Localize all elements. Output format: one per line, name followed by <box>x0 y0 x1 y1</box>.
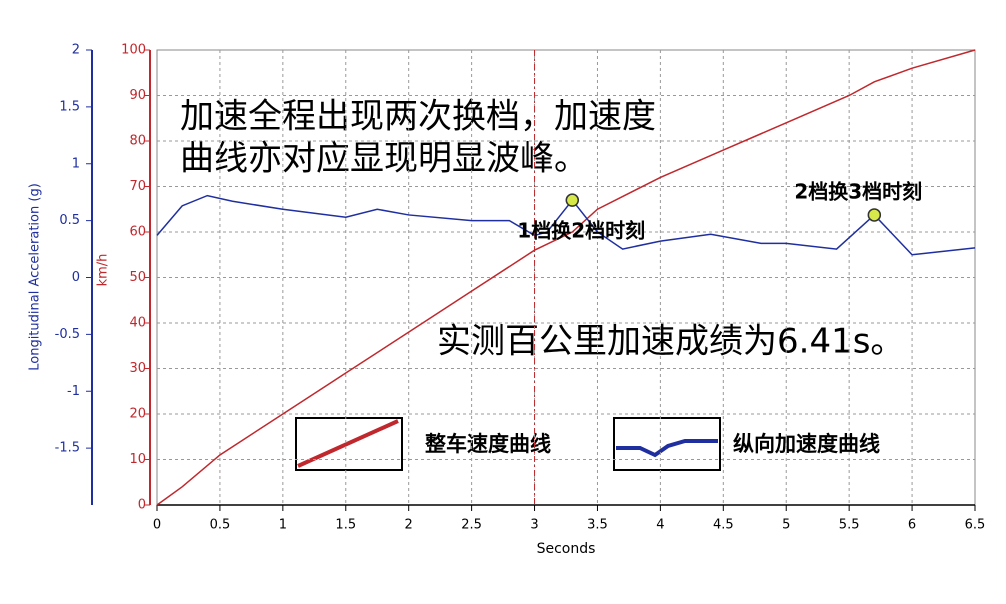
y2-tick-label: 100 <box>121 43 146 58</box>
legend-label: 整车速度曲线 <box>425 432 551 456</box>
x-tick-label: 3 <box>530 518 538 533</box>
y2-tick-label: 70 <box>129 179 146 194</box>
shift-marker <box>565 193 580 207</box>
x-tick-label: 6 <box>908 518 916 533</box>
y2-tick-label: 40 <box>129 316 146 331</box>
x-tick-label: 2 <box>405 518 413 533</box>
y-tick-label: -0.5 <box>55 327 80 342</box>
y2-tick-label: 90 <box>129 88 146 103</box>
legend-swatch <box>297 419 399 468</box>
y2-tick-label: 50 <box>129 270 146 285</box>
x-tick-label: 6.5 <box>965 518 986 533</box>
y-tick-label: 0.5 <box>59 213 80 228</box>
y2-tick-label: 0 <box>138 498 146 513</box>
x-tick-label: 4.5 <box>713 518 734 533</box>
x-tick-label: 0.5 <box>210 518 231 533</box>
y2-tick-label: 30 <box>129 361 146 376</box>
y-tick-label: 2 <box>72 43 80 58</box>
marker-label: 2档换3档时刻 <box>794 179 922 203</box>
y2-tick-label: 20 <box>129 407 146 422</box>
x-axis-label: Seconds <box>537 541 596 557</box>
series-line <box>156 194 976 256</box>
note-line: 加速全程出现两次换档，加速度 <box>180 97 656 137</box>
y-tick-label: -1 <box>67 384 80 399</box>
y2-axis-label: km/h <box>96 254 111 287</box>
y2-tick-label: 10 <box>129 452 146 467</box>
y-tick-label: 0 <box>72 270 80 285</box>
note-line: 曲线亦对应显现明显波峰。 <box>180 139 588 179</box>
x-tick-label: 0 <box>153 518 161 533</box>
legend-label: 纵向加速度曲线 <box>733 432 880 456</box>
legend-swatch <box>616 439 718 458</box>
y-tick-label: 1.5 <box>59 99 80 114</box>
series-line <box>156 49 976 506</box>
x-tick-label: 1 <box>279 518 287 533</box>
x-tick-label: 1.5 <box>335 518 356 533</box>
marker-label: 1档换2档时刻 <box>517 219 645 243</box>
x-tick-label: 5 <box>782 518 790 533</box>
x-tick-label: 4 <box>656 518 664 533</box>
y2-tick-label: 80 <box>129 134 146 149</box>
legend-box <box>613 417 721 471</box>
x-tick-label: 2.5 <box>461 518 482 533</box>
y-axis-label: Longitudinal Acceleration (g) <box>28 183 43 371</box>
shift-marker <box>867 208 882 222</box>
y2-tick-label: 60 <box>129 225 146 240</box>
result-note: 实测百公里加速成绩为6.41s。 <box>437 322 904 362</box>
y-tick-label: -1.5 <box>55 441 80 456</box>
x-tick-label: 5.5 <box>839 518 860 533</box>
x-tick-label: 3.5 <box>587 518 608 533</box>
y-tick-label: 1 <box>72 156 80 171</box>
